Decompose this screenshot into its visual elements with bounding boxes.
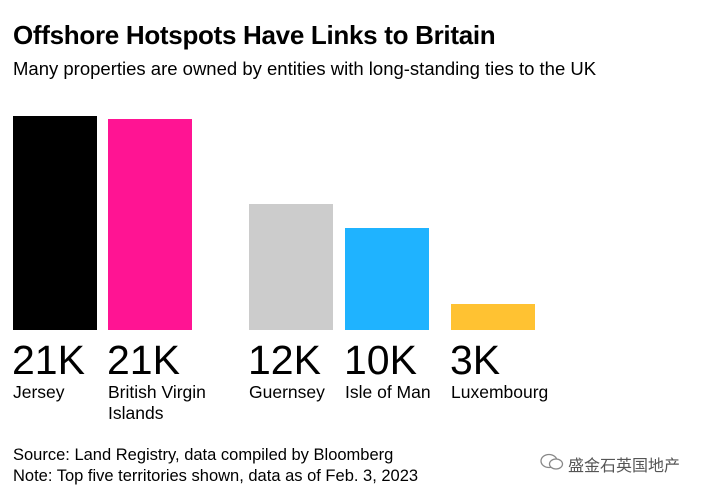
category-label: British Virgin Islands bbox=[108, 382, 206, 423]
source-note: Source: Land Registry, data compiled by … bbox=[13, 446, 394, 464]
bar bbox=[108, 119, 192, 330]
watermark-icon bbox=[540, 453, 564, 470]
category-label: Isle of Man bbox=[345, 382, 431, 402]
watermark: 盛金石英国地产 bbox=[568, 458, 681, 475]
chart-title: Offshore Hotspots Have Links to Britain bbox=[13, 20, 496, 50]
chart-subtitle: Many properties are owned by entities wi… bbox=[13, 58, 597, 79]
category-label: Jersey bbox=[13, 382, 65, 402]
footnote: Note: Top five territories shown, data a… bbox=[13, 467, 419, 485]
bar bbox=[451, 303, 535, 330]
category-label: Luxembourg bbox=[451, 382, 549, 402]
category-label: Guernsey bbox=[249, 382, 325, 402]
value-label: 10K bbox=[344, 337, 417, 383]
bar bbox=[13, 116, 97, 330]
value-label: 21K bbox=[12, 337, 85, 383]
plot-area: 21K Jersey 21K British Virgin Islands 12K Gue… bbox=[12, 116, 549, 423]
value-label: 3K bbox=[450, 337, 501, 383]
bar bbox=[249, 203, 333, 330]
bar bbox=[345, 228, 429, 330]
value-label: 21K bbox=[107, 337, 180, 383]
value-label: 12K bbox=[248, 337, 321, 383]
